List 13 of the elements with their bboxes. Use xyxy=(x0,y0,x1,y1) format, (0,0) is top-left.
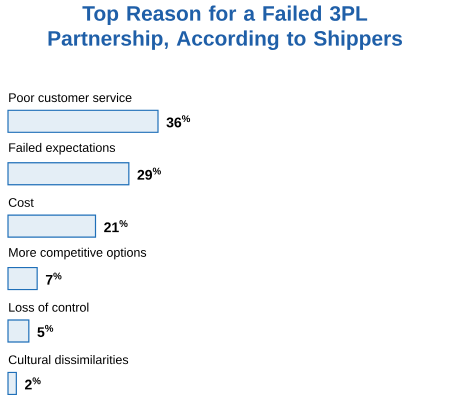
y-tick-label: Cultural dissimilarities xyxy=(8,355,128,364)
data-label: 2$^{%}$ xyxy=(24,377,41,390)
y-tick-label: Loss of control xyxy=(9,302,88,312)
y-tick-label: Cost xyxy=(8,198,34,207)
y-tick-label: Failed expectations xyxy=(9,142,116,154)
text: Top Reason for a Failed 3PL Partnership, According to Shippers xyxy=(48,6,402,50)
y-tick-label: More competitive options xyxy=(9,248,146,260)
data-label: 5$^{%}$ xyxy=(37,324,54,338)
y-tick-label: Poor customer service xyxy=(9,92,132,102)
data-label: 7$^{%}$ xyxy=(46,272,62,285)
data-label: 21$^{%}$ xyxy=(104,220,128,232)
data-label: 29$^{%}$ xyxy=(137,168,161,180)
data-label: 36$^{%}$ xyxy=(166,115,190,128)
